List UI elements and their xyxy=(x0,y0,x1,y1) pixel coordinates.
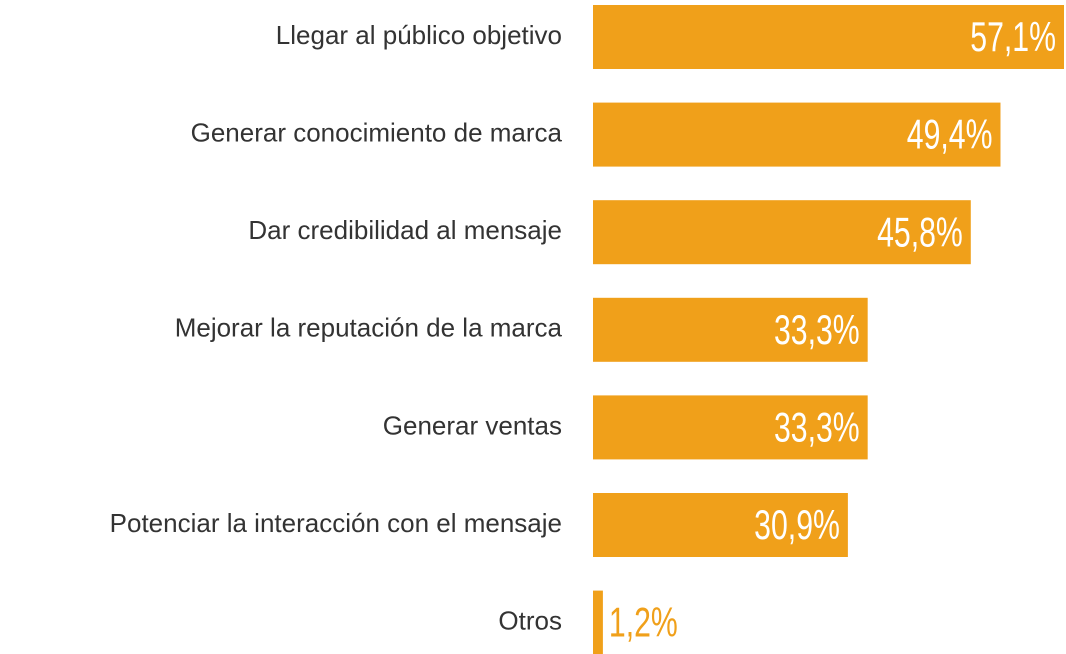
category-label: Mejorar la reputación de la marca xyxy=(175,313,563,343)
value-label: 45,8% xyxy=(877,208,963,255)
value-label: 30,9% xyxy=(754,501,840,548)
value-label: 33,3% xyxy=(774,306,860,353)
bar xyxy=(593,590,603,654)
bar xyxy=(593,200,971,265)
value-label: 33,3% xyxy=(774,404,860,451)
bar xyxy=(593,102,1001,167)
category-label: Potenciar la interacción con el mensaje xyxy=(110,508,562,538)
category-label: Generar conocimiento de marca xyxy=(191,117,563,147)
value-label: 57,1% xyxy=(970,13,1056,60)
value-label: 49,4% xyxy=(907,111,993,158)
category-label: Dar credibilidad al mensaje xyxy=(248,215,562,245)
bar xyxy=(593,395,868,460)
category-label: Generar ventas xyxy=(383,410,562,440)
category-label: Otros xyxy=(498,605,562,635)
value-label: 1,2% xyxy=(609,599,678,646)
bar xyxy=(593,5,1064,69)
bar xyxy=(593,297,868,362)
bar xyxy=(593,493,848,557)
category-label: Llegar al público objetivo xyxy=(276,20,562,50)
